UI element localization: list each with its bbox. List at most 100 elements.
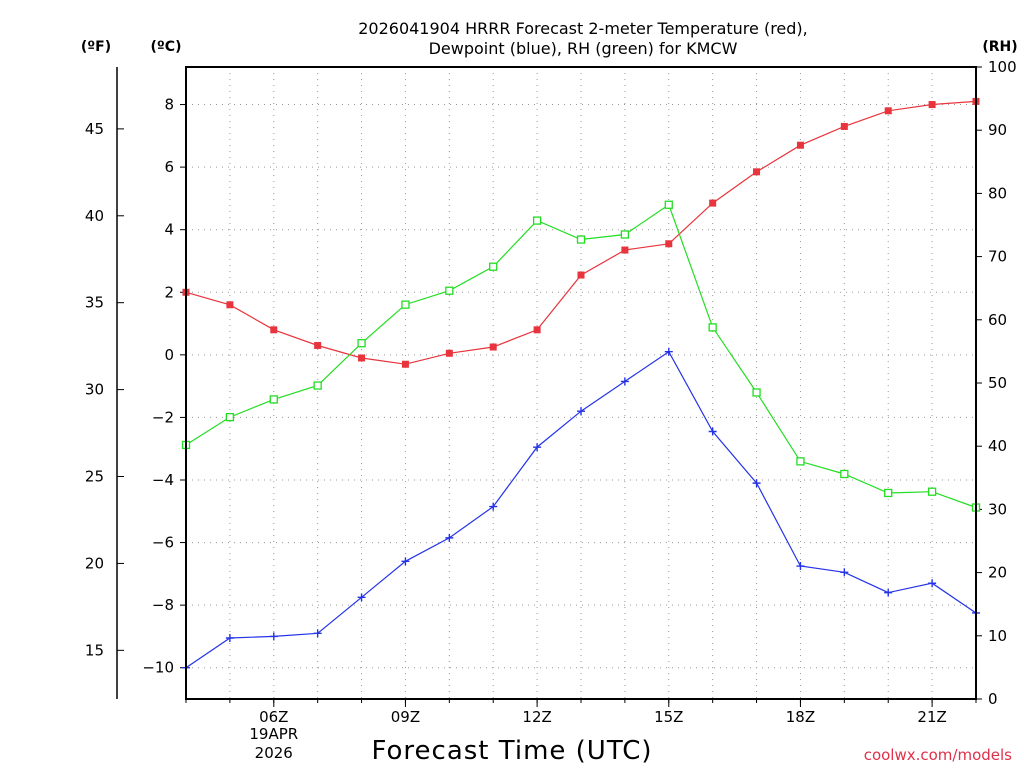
rh-point [796, 457, 805, 466]
source-credit: coolwx.com/models [864, 746, 1012, 764]
rh-tick-label: 80 [988, 184, 1007, 202]
dewpoint-point [577, 407, 585, 416]
dewpoint-point [269, 632, 278, 641]
temperature-point [796, 141, 804, 149]
rh-tick-label: 30 [988, 500, 1007, 518]
rh-point [884, 488, 893, 498]
dewpoint-point [664, 347, 673, 356]
fahrenheit-unit-label: (ºF) [81, 39, 111, 55]
rh-point [401, 300, 410, 309]
dewpoint-point [313, 629, 322, 638]
fahrenheit-tick-label: 20 [85, 554, 104, 572]
celsius-tick-label: 0 [164, 346, 174, 364]
rh-tick-label: 20 [988, 564, 1007, 582]
grid-lines [185, 67, 977, 699]
temperature-point [533, 326, 541, 334]
celsius-tick-label: 4 [164, 221, 174, 239]
temperature-point [577, 271, 585, 279]
temperature-point [226, 301, 234, 309]
temperature-point [928, 101, 936, 109]
temperature-point [314, 341, 322, 349]
dewpoint-point [357, 593, 366, 602]
rh-tick-label: 90 [988, 121, 1007, 139]
fahrenheit-tick-label: 40 [85, 207, 104, 225]
rh-point [313, 381, 322, 390]
x-axis-title: Forecast Time (UTC) [371, 736, 652, 766]
temperature-point [621, 246, 629, 254]
rh-tick-label: 40 [988, 437, 1007, 455]
temperature-point [840, 122, 848, 130]
rh-point [576, 235, 586, 244]
dewpoint-point [401, 557, 410, 566]
fahrenheit-tick-label: 25 [85, 468, 104, 486]
x-tick-label: 15Z [654, 708, 683, 726]
temperature-point [489, 343, 497, 351]
dewpoint-line [185, 350, 977, 669]
plot-frame [185, 66, 977, 700]
temperature-line [185, 100, 977, 365]
dewpoint-point [225, 633, 234, 642]
dewpoint-point [884, 588, 893, 597]
rh-unit-label: (RH) [982, 39, 1017, 55]
dewpoint-point [445, 533, 454, 542]
dewpoint-point [752, 479, 761, 488]
temperature-point [709, 199, 717, 207]
fahrenheit-tick-label: 30 [85, 381, 104, 399]
x-tick-label: 09Z [391, 708, 420, 726]
rh-tick-label: 70 [988, 248, 1007, 266]
data-series [181, 97, 981, 672]
dewpoint-point [620, 377, 629, 386]
celsius-tick-label: −6 [152, 534, 174, 552]
dewpoint-point [840, 568, 849, 577]
fahrenheit-tick-label: 35 [85, 294, 104, 312]
fahrenheit-tick-label: 45 [85, 120, 104, 138]
rh-point [927, 487, 937, 496]
dewpoint-point [796, 562, 805, 571]
axes: 06Z 09Z 12Z 15Z 18Z 21Z −10 −8 −6 −4 −2 0 2 4 6 8 15 20 25… [85, 58, 1017, 726]
temperature-point [665, 240, 673, 248]
celsius-tick-label: 6 [164, 158, 174, 176]
date-label-day: 19APR [249, 725, 298, 743]
chart-title-line1: 2026041904 HRRR Forecast 2-meter Tempera… [358, 19, 808, 38]
rh-point [840, 469, 849, 479]
celsius-tick-label: −10 [142, 659, 174, 677]
rh-point [489, 262, 498, 271]
celsius-tick-label: 2 [164, 283, 174, 301]
temperature-point [401, 360, 409, 368]
rh-tick-label: 100 [988, 58, 1017, 76]
temperature-point [270, 326, 278, 334]
rh-point [532, 216, 542, 225]
x-tick-label: 12Z [522, 708, 551, 726]
rh-point [708, 323, 717, 332]
dewpoint-point [708, 427, 717, 436]
rh-line [185, 203, 977, 509]
temperature-point [884, 107, 892, 115]
date-label-year: 2026 [255, 744, 293, 762]
x-tick-label: 06Z [259, 708, 288, 726]
celsius-tick-label: −8 [152, 596, 174, 614]
rh-point [225, 412, 235, 422]
rh-tick-label: 0 [988, 690, 998, 708]
chart-title-line2: Dewpoint (blue), RH (green) for KMCW [429, 39, 738, 58]
fahrenheit-tick-label: 15 [85, 641, 104, 659]
rh-point [445, 286, 454, 295]
temperature-point [753, 168, 761, 176]
x-tick-label: 18Z [786, 708, 815, 726]
rh-point [269, 395, 278, 404]
celsius-tick-label: 8 [164, 96, 174, 114]
celsius-unit-label: (ºC) [151, 39, 182, 55]
x-tick-label: 21Z [917, 708, 946, 726]
dewpoint-point [489, 502, 498, 511]
rh-tick-label: 60 [988, 311, 1007, 329]
celsius-tick-label: −4 [152, 471, 174, 489]
temperature-point [358, 354, 366, 362]
rh-point [620, 230, 630, 239]
rh-point [752, 388, 761, 397]
rh-tick-label: 10 [988, 627, 1007, 645]
temperature-point [445, 349, 453, 357]
celsius-tick-label: −2 [152, 408, 174, 426]
rh-tick-label: 50 [988, 374, 1007, 392]
rh-point [664, 200, 673, 209]
rh-point [357, 339, 366, 348]
